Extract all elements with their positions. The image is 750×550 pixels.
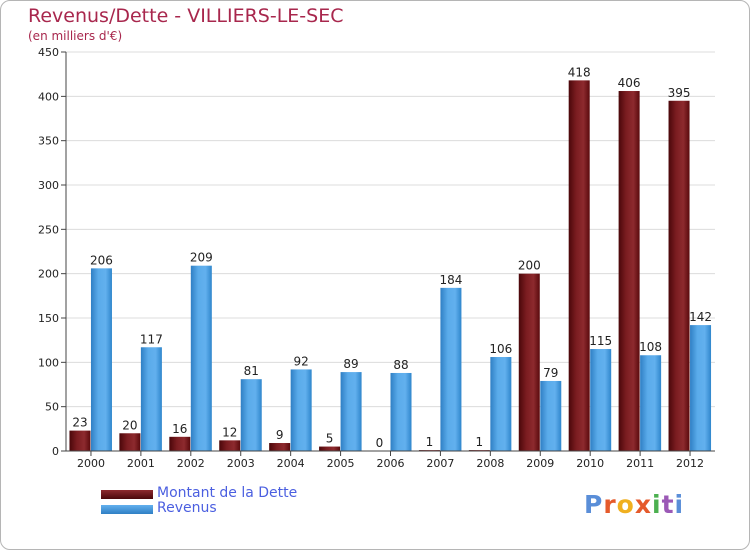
- value-label-debt: 12: [222, 425, 237, 439]
- value-label-revenue: 92: [294, 354, 309, 368]
- bar-debt: [169, 436, 191, 451]
- y-tick-label: 0: [52, 445, 59, 458]
- value-label-debt: 395: [668, 86, 691, 100]
- chart-subtitle: (en milliers d'€): [28, 29, 123, 43]
- proxiti-logo: Proxiti: [584, 490, 684, 519]
- bar-debt: [518, 273, 540, 451]
- value-label-revenue: 206: [90, 253, 113, 267]
- logo-letter: o: [616, 490, 635, 519]
- bar-debt: [319, 446, 341, 451]
- y-tick-label: 350: [38, 135, 59, 148]
- legend-label-revenue: Revenus: [157, 500, 217, 516]
- value-label-debt: 23: [72, 416, 87, 430]
- value-label-debt: 5: [326, 432, 334, 446]
- bar-revenue: [440, 287, 462, 451]
- bar-debt: [219, 440, 241, 451]
- x-tick-label: 2012: [676, 457, 704, 470]
- x-tick-label: 2000: [77, 457, 105, 470]
- value-label-debt: 1: [426, 435, 434, 449]
- x-tick-label: 2002: [177, 457, 205, 470]
- value-label-revenue: 106: [489, 342, 512, 356]
- value-label-revenue: 142: [689, 310, 712, 324]
- x-tick-label: 2001: [127, 457, 155, 470]
- chart-title: Revenus/Dette - VILLIERS-LE-SEC: [28, 5, 344, 27]
- value-label-revenue: 89: [343, 357, 358, 371]
- y-tick-label: 400: [38, 90, 59, 103]
- bar-debt: [668, 100, 690, 452]
- bar-revenue: [390, 372, 412, 451]
- value-label-debt: 406: [618, 76, 641, 90]
- value-label-revenue: 88: [393, 358, 408, 372]
- logo-letter: i: [652, 490, 662, 519]
- bar-revenue: [90, 268, 112, 451]
- bar-revenue: [540, 380, 562, 451]
- y-tick-label: 450: [38, 46, 59, 59]
- x-tick-label: 2004: [277, 457, 305, 470]
- bar-revenue: [190, 265, 212, 451]
- bar-revenue: [340, 372, 362, 451]
- value-label-revenue: 79: [543, 366, 558, 380]
- y-tick-label: 300: [38, 179, 59, 192]
- bar-revenue: [240, 379, 262, 451]
- x-tick-label: 2009: [526, 457, 554, 470]
- bar-revenue: [140, 347, 162, 451]
- value-label-revenue: 115: [589, 334, 612, 348]
- logo-letter: r: [603, 490, 617, 519]
- value-label-revenue: 209: [190, 251, 213, 265]
- value-label-revenue: 108: [639, 340, 662, 354]
- logo-letter: P: [584, 490, 604, 519]
- legend-label-debt: Montant de la Dette: [157, 485, 298, 501]
- bar-revenue: [490, 357, 512, 451]
- x-tick-label: 2006: [377, 457, 405, 470]
- legend-swatch-debt: [101, 490, 153, 499]
- value-label-debt: 16: [172, 422, 187, 436]
- logo-letter: t: [661, 490, 675, 519]
- x-tick-label: 2011: [626, 457, 654, 470]
- bar-debt: [618, 91, 640, 451]
- logo-letter: x: [634, 490, 652, 519]
- value-label-debt: 0: [376, 436, 384, 450]
- x-tick-label: 2005: [327, 457, 355, 470]
- x-tick-label: 2003: [227, 457, 255, 470]
- x-tick-label: 2010: [576, 457, 604, 470]
- value-label-debt: 20: [122, 418, 137, 432]
- bar-debt: [119, 433, 141, 451]
- value-label-debt: 9: [276, 428, 284, 442]
- value-label-revenue: 184: [439, 273, 462, 287]
- value-label-debt: 418: [568, 65, 591, 79]
- value-label-debt: 200: [518, 259, 541, 273]
- value-label-debt: 1: [476, 435, 484, 449]
- y-tick-label: 250: [38, 223, 59, 236]
- bar-debt: [568, 80, 590, 451]
- y-tick-label: 200: [38, 268, 59, 281]
- value-label-revenue: 81: [244, 364, 259, 378]
- logo-letter: i: [674, 490, 685, 519]
- y-tick-label: 50: [45, 401, 59, 414]
- legend-swatch-revenue: [101, 505, 153, 514]
- y-tick-label: 150: [38, 312, 59, 325]
- bar-revenue: [590, 349, 612, 451]
- y-tick-label: 100: [38, 356, 59, 369]
- bar-debt: [69, 430, 91, 451]
- value-label-revenue: 117: [140, 332, 163, 346]
- bar-revenue: [640, 355, 662, 451]
- x-tick-label: 2007: [426, 457, 454, 470]
- bar-revenue: [290, 369, 312, 451]
- x-tick-label: 2008: [476, 457, 504, 470]
- bar-revenue: [690, 325, 712, 451]
- bar-debt: [269, 443, 291, 451]
